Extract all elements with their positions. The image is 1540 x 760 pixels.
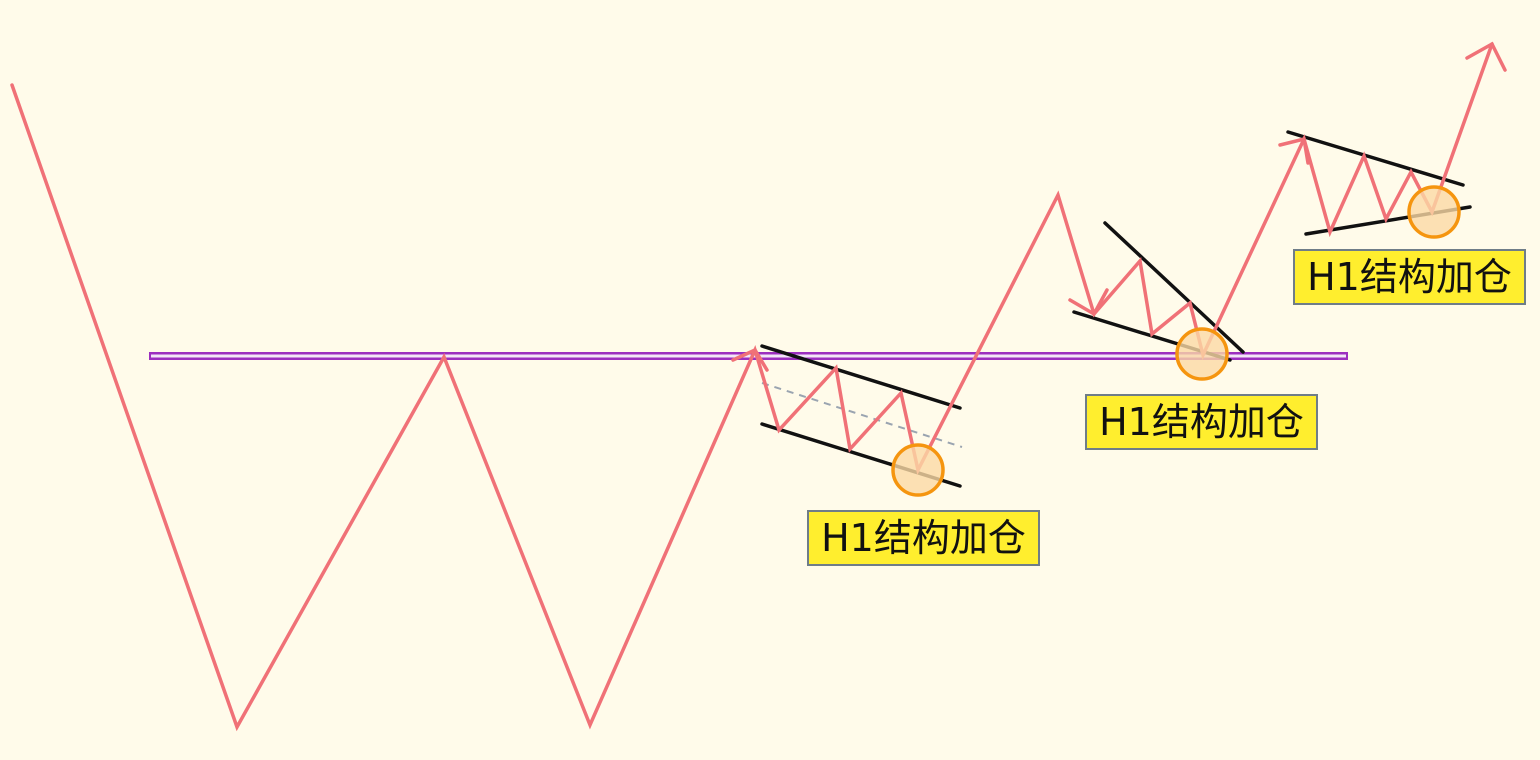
- channel-1-upper-line: [760, 344, 962, 410]
- price-path: [10, 42, 1494, 732]
- circle-marker-icon: [891, 443, 945, 497]
- arrow-heads: [731, 41, 1507, 372]
- triangle-upper-line: [1286, 130, 1465, 187]
- arrow-head-icon: [731, 347, 769, 372]
- circle-marker-icon: [1175, 327, 1229, 381]
- neckline-inner: [151, 354, 1346, 358]
- entry-label-1: H1结构加仓: [807, 510, 1040, 566]
- arrow-head-icon: [1465, 41, 1507, 72]
- wedge-upper-line: [1103, 221, 1245, 354]
- entry-label-2: H1结构加仓: [1085, 394, 1318, 450]
- circle-marker-icon: [1407, 185, 1461, 239]
- channel-1-midline: [761, 382, 963, 448]
- entry-markers: [891, 185, 1461, 497]
- arrow-head-icon: [1068, 288, 1109, 317]
- arrow-head-icon: [1278, 136, 1310, 165]
- entry-label-3: H1结构加仓: [1293, 249, 1526, 305]
- neckline: [149, 352, 1348, 360]
